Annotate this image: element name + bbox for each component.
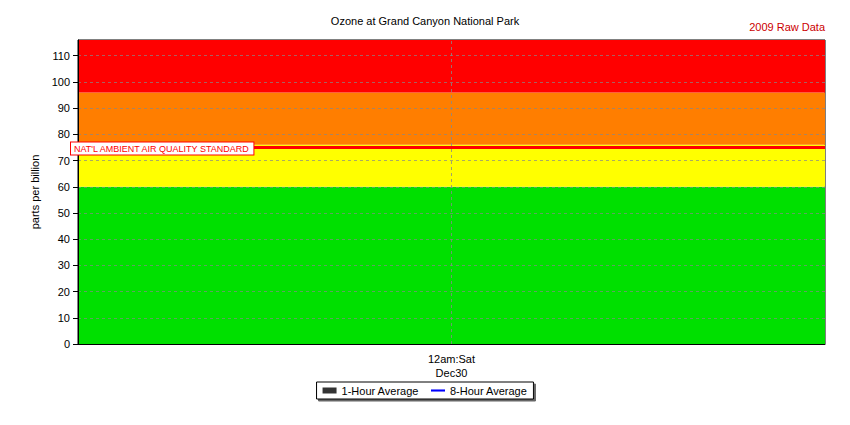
svg-text:12am:Sat: 12am:Sat <box>428 353 475 365</box>
svg-text:0: 0 <box>64 338 70 350</box>
svg-text:110: 110 <box>52 50 70 62</box>
svg-text:60: 60 <box>58 181 70 193</box>
svg-text:40: 40 <box>58 233 70 245</box>
svg-text:Dec30: Dec30 <box>436 367 468 379</box>
svg-text:8-Hour Average: 8-Hour Average <box>450 385 527 397</box>
svg-text:80: 80 <box>58 128 70 140</box>
svg-text:70: 70 <box>58 155 70 167</box>
svg-text:30: 30 <box>58 259 70 271</box>
svg-text:Ozone at Grand Canyon National: Ozone at Grand Canyon National Park <box>331 15 520 27</box>
svg-text:2009 Raw Data: 2009 Raw Data <box>749 21 826 33</box>
svg-text:10: 10 <box>58 312 70 324</box>
svg-text:50: 50 <box>58 207 70 219</box>
svg-text:NAT'L AMBIENT AIR QUALITY STAN: NAT'L AMBIENT AIR QUALITY STANDARD <box>74 144 249 154</box>
svg-text:parts per billion: parts per billion <box>29 155 41 230</box>
svg-text:90: 90 <box>58 102 70 114</box>
svg-text:1-Hour Average: 1-Hour Average <box>342 385 419 397</box>
svg-text:100: 100 <box>52 76 70 88</box>
svg-text:20: 20 <box>58 286 70 298</box>
